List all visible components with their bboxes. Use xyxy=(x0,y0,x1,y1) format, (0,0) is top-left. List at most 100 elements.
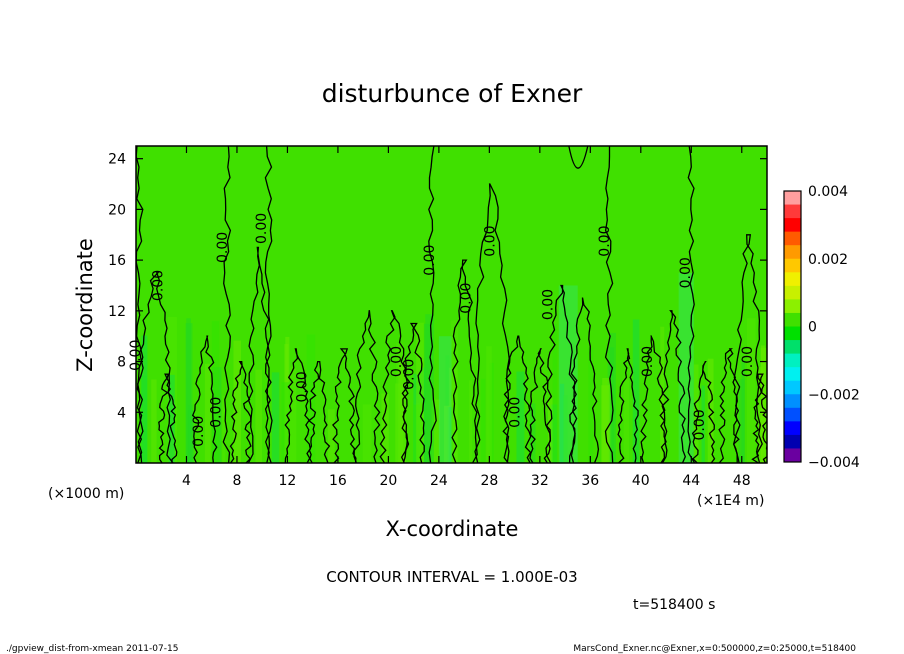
field-streak xyxy=(486,346,492,463)
contour-line xyxy=(661,310,687,463)
contour-line xyxy=(353,310,381,463)
footer-left: ./gpview_dist-from-xmean 2011-07-15 xyxy=(6,644,178,654)
field-streak xyxy=(693,364,699,463)
field-streak xyxy=(701,385,705,463)
contour-line xyxy=(640,335,667,463)
field-streak xyxy=(632,319,640,463)
contour-label: 0.00 xyxy=(458,283,474,314)
y-tick-label: 20 xyxy=(108,202,126,218)
colorbar-swatch xyxy=(784,218,801,233)
contour-label: 0.00 xyxy=(692,409,708,440)
contour-line xyxy=(247,246,272,463)
colorbar-ticks: 0.004 0.002 0 −0.002 −0.004 xyxy=(808,184,860,471)
contour-label: 0.00 xyxy=(422,245,438,276)
colorbar-swatch xyxy=(784,380,801,395)
colorbar-swatch xyxy=(784,285,801,300)
contour-label: 0.00 xyxy=(740,346,756,377)
contour-line xyxy=(502,335,532,463)
colorbar-swatch xyxy=(784,299,801,314)
contour-label: 0.00 xyxy=(597,226,613,257)
field-streak xyxy=(747,318,756,463)
colorbar-swatch xyxy=(784,326,801,341)
contour-line xyxy=(718,348,740,463)
contour-label: 0.00 xyxy=(215,232,231,263)
colorbar-swatch xyxy=(784,340,801,355)
contour-label: 0.00 xyxy=(678,257,694,288)
x-tick-label: 24 xyxy=(430,473,448,489)
contour-label: 0.00 xyxy=(294,371,310,402)
field-streak xyxy=(559,383,565,463)
contour-label: 0.00 xyxy=(640,346,656,377)
field-patch xyxy=(558,285,578,463)
contour-line xyxy=(451,259,478,463)
x-tick-label: 40 xyxy=(632,473,650,489)
contour-line xyxy=(751,373,767,463)
colorbar-swatch xyxy=(784,353,801,368)
field-streak xyxy=(516,371,525,463)
contour-label: 0.00 xyxy=(254,213,270,244)
contour-line xyxy=(568,146,589,169)
x-axis: 4 8 12 16 20 24 28 32 36 40 44 48 xyxy=(182,146,751,489)
field-streak xyxy=(552,324,558,463)
contour-line xyxy=(229,360,252,463)
x-axis-label: X-coordinate xyxy=(386,517,519,541)
contour-line xyxy=(428,146,437,463)
contour-line xyxy=(284,348,311,463)
colorbar-swatch xyxy=(784,245,801,260)
contour-label: 0.00 xyxy=(209,397,225,428)
field-streak xyxy=(381,393,389,463)
field-streak xyxy=(444,405,450,463)
colorbar-frame xyxy=(783,190,802,463)
x-tick-label: 12 xyxy=(279,473,297,489)
field-streak xyxy=(588,347,594,463)
x-multiplier-label: (×1E4 m) xyxy=(697,493,764,509)
x-tick-label: 20 xyxy=(379,473,397,489)
colorbar-tick-label: −0.002 xyxy=(808,387,860,403)
x-tick-label: 16 xyxy=(329,473,347,489)
contour-line xyxy=(158,373,178,463)
contour-line xyxy=(545,284,578,463)
x-tick-label: 48 xyxy=(733,473,751,489)
field-streak xyxy=(602,378,612,463)
colorbar-swatch xyxy=(784,191,801,206)
field-streak xyxy=(188,405,193,463)
contour-lines xyxy=(136,146,767,463)
plot-frame xyxy=(135,145,768,464)
x-tick-label: 4 xyxy=(182,473,191,489)
colorbar xyxy=(783,190,802,463)
contour-line xyxy=(687,146,696,463)
y-tick-label: 24 xyxy=(108,152,126,168)
colorbar-swatch xyxy=(784,312,801,327)
colorbar-swatch xyxy=(784,448,801,463)
colorbar-swatch xyxy=(784,258,801,273)
colorbar-tick-label: −0.004 xyxy=(808,455,860,471)
colorbar-tick-label: 0.004 xyxy=(808,184,848,200)
contour-label: 0.00 xyxy=(508,397,524,428)
field-streak xyxy=(141,335,148,463)
contour-line xyxy=(264,146,273,463)
colorbar-tick-label: 0.002 xyxy=(808,252,848,268)
field-streak xyxy=(757,367,763,463)
contour-label: 0.00 xyxy=(540,289,556,320)
contour-label: 0.00 xyxy=(151,270,167,301)
y-axis-label: Z-coordinate xyxy=(73,238,97,372)
contour-line xyxy=(691,360,716,463)
colorbar-swatch xyxy=(784,231,801,246)
field-streak xyxy=(468,380,473,463)
field-streak xyxy=(204,363,211,463)
colorbar-swatch xyxy=(784,434,801,449)
field-patch xyxy=(438,336,452,463)
contour-line xyxy=(307,360,331,463)
contour-line xyxy=(529,348,552,463)
x-tick-label: 28 xyxy=(480,473,498,489)
colorbar-swatch xyxy=(784,272,801,287)
field-streak xyxy=(151,379,157,463)
field-streak xyxy=(447,407,453,463)
contour-line xyxy=(191,335,218,463)
field-streak xyxy=(563,395,568,463)
field-streak xyxy=(255,369,262,463)
time-label: t=518400 s xyxy=(633,597,715,613)
field-streak xyxy=(289,367,297,463)
field-streak xyxy=(362,404,372,463)
footer-right: MarsCond_Exner.nc@Exner,x=0:500000,z=0:2… xyxy=(573,644,856,654)
